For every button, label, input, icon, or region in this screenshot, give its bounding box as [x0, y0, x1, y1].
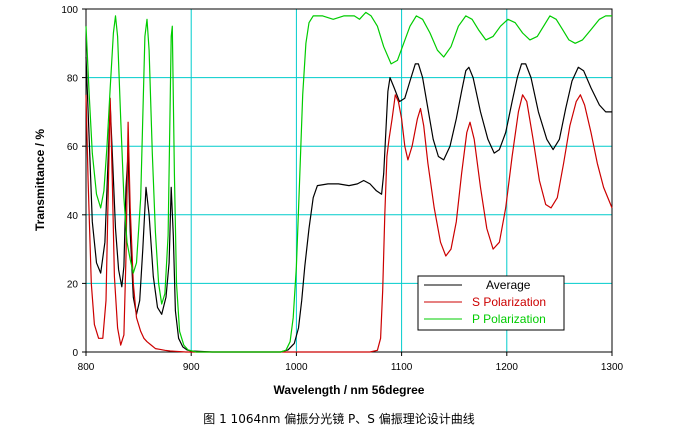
- chart: 800 900 1000 1100 1200 1300 0 20 40 60 80 100 Wavel…: [33, 5, 624, 397]
- y-tick-label: 80: [67, 74, 79, 85]
- legend-label-s-polarization: S Polarization: [472, 295, 546, 309]
- y-tick-label: 40: [67, 211, 79, 222]
- legend-label-p-polarization: P Polarization: [472, 312, 546, 326]
- x-tick-label: 900: [183, 362, 200, 373]
- y-axis-title: Transmittance / %: [33, 129, 47, 231]
- legend-label-average: Average: [486, 278, 531, 292]
- series-lines: [85, 11, 613, 353]
- x-tick-label: 800: [78, 362, 95, 373]
- legend: Average S Polarization P Polarization: [417, 275, 565, 331]
- y-tick-label: 20: [67, 279, 79, 290]
- y-tick-label: 0: [72, 348, 78, 359]
- series-line-p-polarization: [85, 11, 612, 353]
- figure-caption: 图 1 1064nm 偏振分光镜 P、S 偏振理论设计曲线: [203, 412, 475, 426]
- tick-labels: 800 900 1000 1100 1200 1300 0 20 40 60 80 100: [61, 5, 623, 373]
- x-tick-label: 1000: [285, 362, 308, 373]
- y-tick-label: 100: [61, 5, 78, 16]
- x-tick-label: 1300: [601, 362, 624, 373]
- series-line-s-polarization: [85, 94, 613, 353]
- series-line-average: [85, 56, 612, 353]
- y-tick-label: 60: [67, 142, 79, 153]
- x-tick-label: 1100: [391, 362, 413, 373]
- x-tick-label: 1200: [496, 362, 519, 373]
- x-axis-title: Wavelength / nm 56degree: [274, 383, 425, 397]
